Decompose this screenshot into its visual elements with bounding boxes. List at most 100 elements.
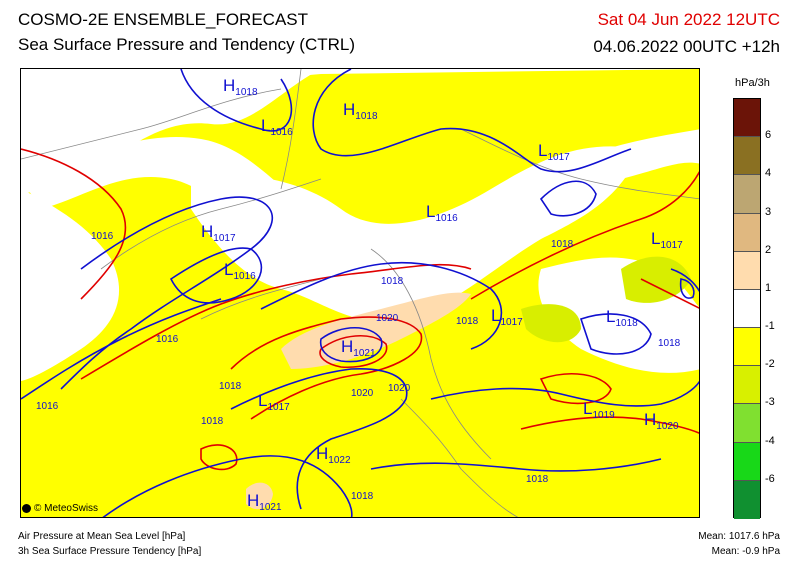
pressure-centre-label: H1021 [341, 337, 376, 359]
border-line [200, 278, 322, 320]
pressure-centre-label: H1018 [343, 100, 378, 122]
map-canvas: H1018 L1016 H1018 L1017 L1016 H1017 L101… [21, 69, 699, 517]
legend-swatch [734, 289, 760, 329]
pressure-centre-letter: L [426, 202, 435, 221]
isobar-blue [430, 380, 699, 407]
pressure-centre-label: L1016 [261, 116, 293, 138]
isobar-value-label: 1020 [376, 313, 399, 324]
pressure-centre-value: 1022 [328, 455, 351, 466]
legend-swatch [734, 251, 760, 290]
isobar-value-label: 1018 [456, 316, 479, 327]
pressure-centre-label: L1017 [651, 229, 683, 251]
tendency-area-mid-east [621, 256, 691, 303]
tendency-area-rise-sw [246, 482, 273, 510]
isobar-blue [370, 458, 662, 472]
pressure-map: H1018 L1016 H1018 L1017 L1016 H1017 L101… [20, 68, 700, 518]
pressure-centre-value: 1016 [270, 127, 293, 138]
isobar-blue [21, 298, 222, 400]
pressure-centre-label: L1017 [538, 141, 570, 163]
valid-time: Sat 04 Jun 2022 12UTC [597, 10, 780, 29]
meteoswiss-logo-icon [22, 504, 31, 513]
pressure-centre-value: 1018 [235, 87, 258, 98]
pressure-centre-letter: H [201, 222, 213, 241]
isobar-red [200, 444, 238, 471]
isobar-value-label: 1018 [551, 239, 574, 250]
isobar-blue [180, 69, 293, 132]
legend-swatch [734, 442, 760, 481]
coast-line [400, 398, 519, 517]
pressure-centre-value: 1016 [435, 213, 458, 224]
isobar-value-label: 1020 [351, 388, 374, 399]
legend-tick-label: -6 [765, 472, 775, 485]
isobar-value-label: 1018 [658, 338, 681, 349]
pressure-centre-letter: L [606, 307, 615, 326]
legend-swatch [734, 366, 760, 405]
legend-tick-label: -3 [765, 396, 775, 409]
pressure-centre-letter: H [644, 410, 656, 429]
legend-swatch [734, 137, 760, 176]
legend-tick-label: 6 [765, 129, 772, 142]
pressure-centre-label: L1017 [491, 306, 523, 328]
legend-swatch [734, 213, 760, 252]
isobar-red [319, 334, 388, 369]
pressure-centre-label: L1017 [258, 391, 290, 413]
pressure-centre-letter: L [224, 260, 233, 279]
tendency-area-rise [281, 292, 471, 369]
isobar-value-label: 1016 [36, 401, 59, 412]
isobar-red [80, 263, 472, 380]
isobar-blue [670, 268, 699, 293]
legend-tick-label: 4 [765, 167, 772, 180]
isobar-value-label: 1018 [526, 474, 549, 485]
footer-mean-tendency: Mean: -0.9 hPa [711, 546, 780, 557]
isobar-blue [579, 313, 652, 355]
brand-logo: © MeteoSwiss [22, 503, 98, 514]
tendency-fill [21, 69, 699, 517]
pressure-centre-value: 1017 [500, 317, 523, 328]
pressure-centre-label: L1019 [583, 399, 615, 421]
legend-swatch [734, 328, 760, 367]
isobar-blue [679, 278, 695, 299]
isobar-red [539, 373, 612, 405]
pressure-centre-value: 1016 [233, 271, 256, 282]
border-line [100, 178, 322, 270]
legend-swatch [734, 480, 760, 519]
pressure-centre-letter: L [651, 229, 660, 248]
pressure-centre-label: L1018 [606, 307, 638, 329]
isobar-value-label: 1018 [201, 416, 224, 427]
legend-tick-label: -2 [765, 358, 775, 371]
legend-swatch [734, 175, 760, 214]
pressure-centre-label: H1021 [247, 491, 282, 513]
isobar-red [230, 316, 423, 420]
isobar-value-label: 1018 [351, 491, 374, 502]
color-legend [733, 98, 761, 519]
isobar-blue [260, 261, 503, 350]
pressure-centre-value: 1017 [267, 402, 290, 413]
isobars-red [21, 148, 699, 471]
pressure-centre-label: H1018 [223, 76, 258, 98]
isobar-value-label: 1016 [91, 231, 114, 242]
legend-tick-label: 2 [765, 243, 772, 256]
isobar-blue [230, 368, 408, 510]
isobar-blue [102, 455, 353, 517]
pressure-centre-value: 1018 [615, 318, 638, 329]
pressure-centre-letter: H [316, 444, 328, 463]
isobar-red [21, 148, 127, 300]
border-line [21, 88, 282, 160]
pressure-centre-value: 1017 [213, 233, 236, 244]
isobar-red [520, 416, 699, 434]
pressure-centre-letter: L [491, 306, 500, 325]
isobar-blue [319, 327, 383, 363]
footer-mean-pressure: Mean: 1017.6 hPa [698, 531, 780, 542]
terrain-lines [21, 69, 699, 517]
isobars-blue [21, 69, 699, 517]
isobar-value-label: 1020 [388, 383, 411, 394]
pressure-centre-letter: H [247, 491, 259, 510]
pressure-centre-value: 1018 [355, 111, 378, 122]
pressure-centre-value: 1020 [656, 421, 679, 432]
isobar-blue [312, 69, 632, 173]
legend-tick-label: 1 [765, 281, 772, 294]
pressure-centre-label: L1016 [224, 260, 256, 282]
legend-tick-label: -4 [765, 434, 775, 447]
isobar-value-label: 1016 [156, 334, 179, 345]
pressure-centre-value: 1021 [259, 502, 282, 513]
